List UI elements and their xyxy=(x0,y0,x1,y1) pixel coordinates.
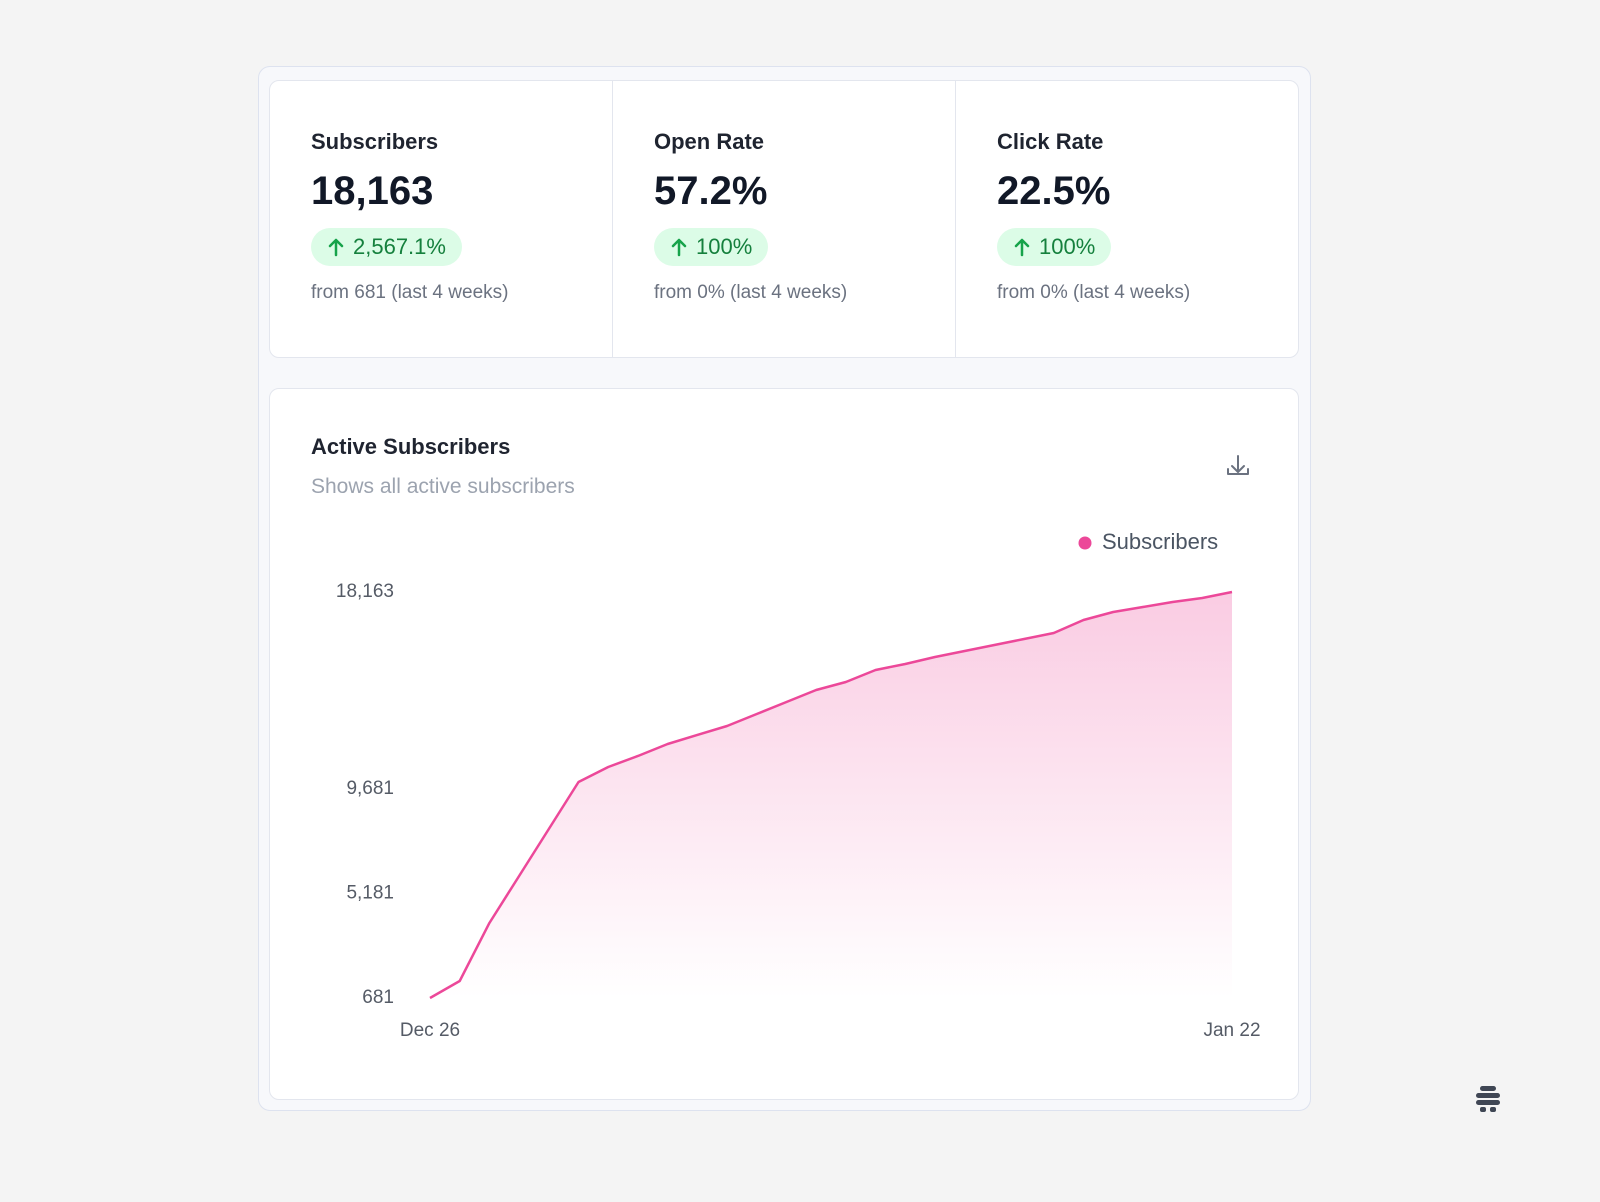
chart-subtitle: Shows all active subscribers xyxy=(311,475,575,498)
change-value: 100% xyxy=(1039,234,1096,259)
chart-title: Active Subscribers xyxy=(311,434,511,459)
stat-value: 57.2% xyxy=(654,169,768,213)
x-tick-label: Jan 22 xyxy=(1203,1020,1260,1041)
change-badge: 100% xyxy=(654,228,769,266)
stat-note: from 0% (last 4 weeks) xyxy=(997,282,1191,303)
up-arrow xyxy=(328,238,344,257)
y-tick-label: 9,681 xyxy=(346,778,394,799)
stat-label: Open Rate xyxy=(654,129,765,154)
download-button[interactable] xyxy=(1227,455,1249,475)
change-value: 100% xyxy=(696,234,753,259)
stat-value: 18,163 xyxy=(311,169,434,213)
stat-label: Subscribers xyxy=(311,129,439,154)
area-fill xyxy=(430,592,1232,998)
y-tick-label: 681 xyxy=(362,987,394,1008)
stats-card: Subscribers 18,163 2,567.1% from 681 (last … xyxy=(269,80,1299,358)
logo xyxy=(1476,1086,1500,1112)
change-value: 2,567.1% xyxy=(353,234,446,259)
x-tick-label: Dec 26 xyxy=(400,1020,460,1041)
stat-note: from 0% (last 4 weeks) xyxy=(654,282,848,303)
stat: Open Rate 57.2% 100% from 0% (last 4 weeks) xyxy=(612,81,955,357)
stat: Click Rate 22.5% 100% from 0% (last 4 weeks… xyxy=(955,81,1298,357)
line xyxy=(429,590,1233,1000)
up-arrow xyxy=(671,238,687,257)
legend-marker xyxy=(1078,536,1092,550)
change-badge: 2,567.1% xyxy=(311,228,462,266)
legend-label: Subscribers xyxy=(1102,529,1218,554)
y-tick-label: 5,181 xyxy=(346,883,394,904)
stat-label: Click Rate xyxy=(997,129,1104,154)
stat: Subscribers 18,163 2,567.1% from 681 (last … xyxy=(270,81,612,357)
y-tick-label: 18,163 xyxy=(336,581,394,602)
up-arrow xyxy=(1014,238,1030,257)
stat-note: from 681 (last 4 weeks) xyxy=(311,282,509,303)
change-badge: 100% xyxy=(997,228,1112,266)
stat-value: 22.5% xyxy=(997,169,1111,213)
